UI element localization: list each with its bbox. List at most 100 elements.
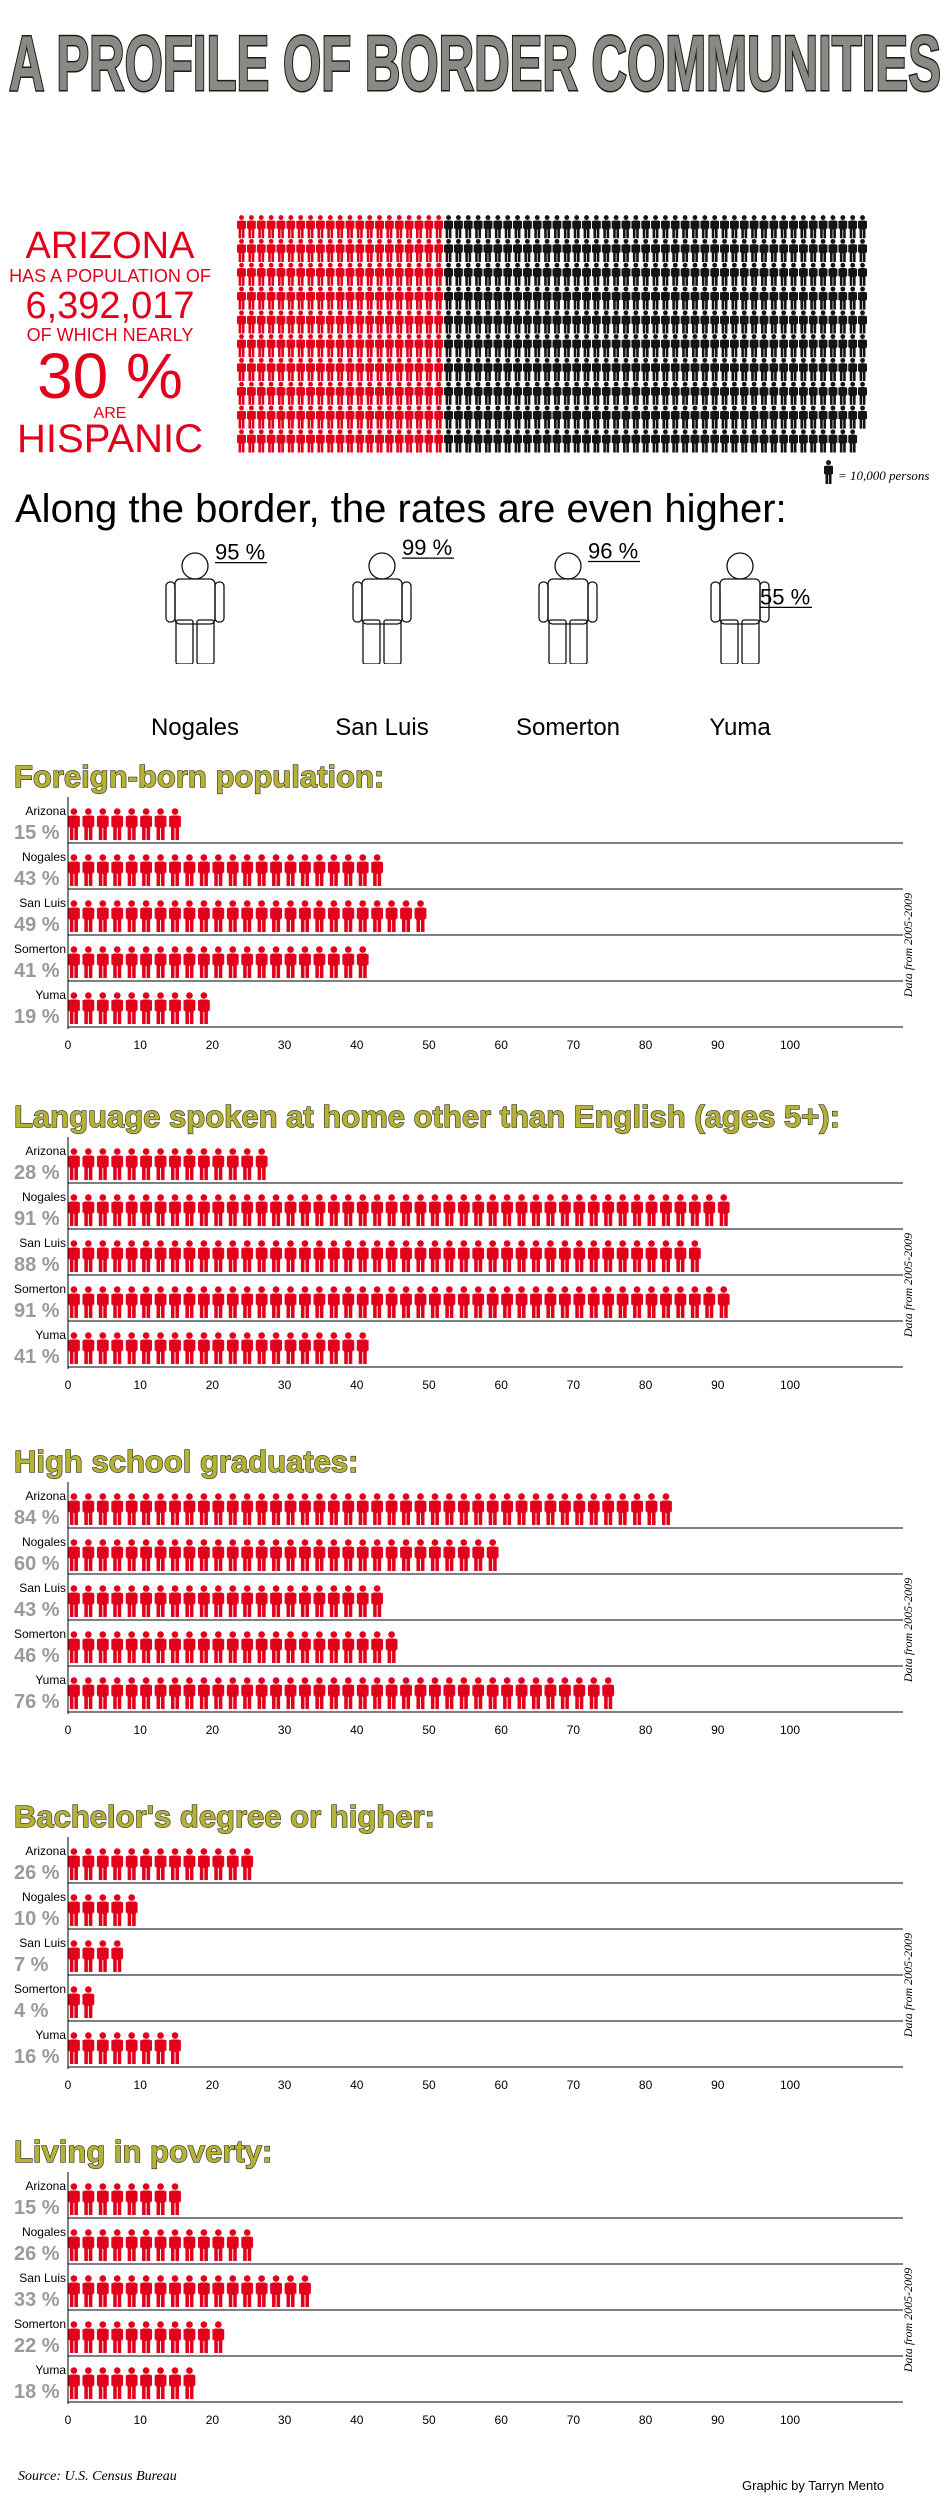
bar-person-icon	[183, 1493, 196, 1525]
bar-person-icon	[96, 1148, 109, 1180]
person-icon	[828, 381, 838, 405]
person-icon	[828, 429, 838, 453]
bar-person-icon	[385, 1677, 398, 1709]
arizona-line-of-which: OF WHICH NEARLY	[27, 325, 194, 345]
category-label: Nogales	[22, 2225, 66, 2239]
hispanic-person-icon	[266, 238, 276, 263]
person-icon	[848, 405, 858, 429]
bar-person-icon	[385, 1240, 398, 1272]
bar-person-icon	[631, 1493, 644, 1525]
person-icon	[858, 286, 868, 310]
city-percent-label: 99 %	[402, 535, 452, 560]
bar-person-icon	[197, 2229, 210, 2261]
bar-person-icon	[313, 854, 326, 886]
person-icon	[720, 334, 730, 358]
bar-person-icon	[183, 2367, 196, 2399]
hispanic-person-icon	[296, 238, 306, 263]
bar-row: Somerton 4 %	[14, 1982, 903, 2022]
person-icon	[444, 405, 454, 429]
bar-person-icon	[154, 1631, 167, 1663]
hispanic-person-icon	[424, 429, 434, 453]
bar-person-icon	[68, 1986, 80, 2018]
bar-person-icon	[68, 2032, 80, 2064]
person-icon	[858, 357, 868, 382]
person-icon	[828, 262, 838, 286]
person-icon	[858, 215, 868, 239]
x-tick-label: 90	[711, 2413, 725, 2427]
person-icon	[690, 357, 700, 382]
hispanic-person-icon	[246, 262, 256, 286]
person-icon	[759, 215, 769, 239]
person-icon	[660, 310, 670, 334]
x-tick-label: 90	[711, 2078, 725, 2092]
bar-person-icon	[82, 946, 95, 978]
person-icon	[493, 238, 503, 263]
person-icon	[572, 238, 582, 263]
hispanic-person-icon	[315, 381, 325, 405]
bar-person-icon	[197, 946, 210, 978]
bar-person-icon	[197, 1194, 210, 1226]
bar-person-icon	[68, 1539, 80, 1571]
data-years-note: Data from 2005-2009	[901, 2268, 915, 2373]
bar-person-icon	[530, 1194, 542, 1226]
hispanic-person-icon	[276, 286, 286, 310]
bar-person-icon	[82, 1677, 95, 1709]
hispanic-person-icon	[365, 357, 375, 382]
bar-person-icon	[125, 2032, 138, 2064]
x-tick-label: 100	[780, 1378, 800, 1392]
person-icon	[818, 310, 828, 334]
hispanic-person-icon	[345, 238, 355, 263]
hispanic-person-icon	[286, 405, 296, 429]
hispanic-person-icon	[266, 334, 276, 358]
person-icon	[542, 429, 552, 453]
hispanic-person-icon	[404, 262, 414, 286]
bar-person-icon	[645, 1493, 658, 1525]
bar-person-icon	[154, 2275, 167, 2307]
hispanic-person-icon	[315, 262, 325, 286]
person-icon	[729, 429, 739, 453]
city-figure-san-luis: 99 % San Luis	[335, 535, 454, 741]
bar-person-icon	[429, 1677, 441, 1709]
person-icon	[473, 357, 483, 382]
person-icon	[848, 334, 858, 358]
person-icon	[582, 381, 592, 405]
person-icon	[572, 262, 582, 286]
x-tick-label: 90	[711, 1038, 725, 1052]
hispanic-person-icon	[286, 334, 296, 358]
person-icon	[582, 334, 592, 358]
hispanic-person-icon	[325, 429, 335, 453]
person-icon	[710, 381, 720, 405]
bar-person-icon	[111, 992, 124, 1024]
bar-person-icon	[125, 1148, 138, 1180]
category-label: San Luis	[19, 1936, 66, 1950]
hispanic-person-icon	[246, 238, 256, 263]
person-icon	[660, 334, 670, 358]
person-icon	[591, 310, 601, 334]
chart-title: High school graduates:	[14, 1444, 358, 1479]
bar-person-icon	[125, 2321, 138, 2353]
bar-row: San Luis 33 %	[14, 2271, 903, 2311]
x-tick-label: 100	[780, 2078, 800, 2092]
bar-person-icon	[342, 854, 355, 886]
bar-person-icon	[472, 1286, 485, 1318]
bar-person-icon	[169, 946, 181, 978]
bar-person-icon	[602, 1677, 615, 1709]
person-icon	[582, 238, 592, 263]
figure-outline	[538, 552, 598, 664]
bar-person-icon	[299, 854, 311, 886]
bar	[68, 2367, 196, 2399]
bar-person-icon	[96, 1848, 109, 1880]
bar-person-icon	[82, 1631, 95, 1663]
x-tick-label: 50	[422, 1378, 436, 1392]
person-icon	[828, 310, 838, 334]
x-tick-label: 20	[206, 2078, 220, 2092]
hispanic-person-icon	[335, 429, 345, 453]
person-icon	[444, 334, 454, 358]
bar-person-icon	[140, 1848, 153, 1880]
bar-person-icon	[212, 1585, 225, 1617]
bar-person-icon	[154, 2032, 167, 2064]
bar-person-icon	[255, 1493, 268, 1525]
city-figure-nogales: 95 % Nogales	[151, 540, 267, 741]
person-icon	[710, 262, 720, 286]
person-icon	[828, 357, 838, 382]
